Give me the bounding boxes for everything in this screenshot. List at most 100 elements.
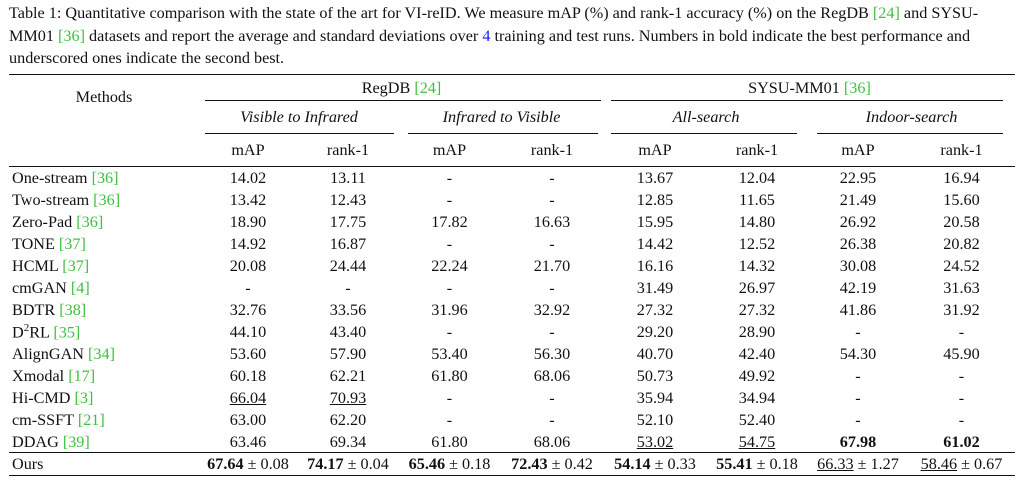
value-cell: 14.02 xyxy=(229,168,267,187)
citation-link[interactable]: [36] xyxy=(91,168,119,187)
value-cell: 26.38 xyxy=(839,234,877,253)
citation-link[interactable]: [37] xyxy=(62,256,90,275)
ours-value: 65.46 xyxy=(408,455,446,473)
value-cell: 54.75 xyxy=(738,432,776,451)
ours-cell: 74.17 ± 0.04 xyxy=(297,453,399,476)
method-label: AlignGAN xyxy=(12,344,88,363)
value-cell: - xyxy=(549,322,555,341)
value-cell: 31.96 xyxy=(431,300,468,319)
value-cell: 21.49 xyxy=(839,190,877,209)
ours-row: Ours 67.64 ± 0.08 74.17 ± 0.04 65.46 ± 0… xyxy=(9,453,1015,476)
value-cell: 43.40 xyxy=(329,322,367,341)
map-header: mAP xyxy=(841,141,875,159)
ours-value: 72.43 xyxy=(511,455,548,473)
method-label: TONE xyxy=(12,234,59,253)
method-label: HCML xyxy=(12,256,63,275)
citation-link[interactable]: [3] xyxy=(74,388,94,407)
method-name: Ours xyxy=(12,455,44,473)
caption-text: training and test runs. Numbers in bold … xyxy=(9,26,971,68)
value-cell: 50.73 xyxy=(636,366,674,385)
method-name: Zero-Pad [36] xyxy=(9,211,199,233)
value-cell: 24.52 xyxy=(943,256,980,275)
value-cell: 62.20 xyxy=(329,410,367,429)
method-label: BDTR xyxy=(12,300,60,319)
method-name: Hi-CMD [3] xyxy=(9,387,199,409)
value-cell: 57.90 xyxy=(329,344,367,363)
ours-value: 67.64 xyxy=(207,455,244,473)
rank1-header: rank-1 xyxy=(326,141,370,159)
value-cell: - xyxy=(958,388,965,407)
citation-link[interactable]: [35] xyxy=(53,323,81,342)
value-cell: 54.30 xyxy=(839,344,877,363)
value-cell: - xyxy=(446,234,453,253)
ours-cell: 72.43 ± 0.42 xyxy=(500,453,604,476)
method-label: Hi-CMD xyxy=(12,388,75,407)
ours-std: ± 0.18 xyxy=(756,455,798,473)
sysu-label: SYSU-MM01 xyxy=(748,79,844,97)
caption-text: Table 1: Quantitative comparison with th… xyxy=(9,4,873,22)
value-cell: - xyxy=(245,278,251,297)
citation-link[interactable]: [21] xyxy=(77,410,105,429)
value-cell: 20.58 xyxy=(943,212,980,231)
ours-rule xyxy=(9,452,1015,453)
value-cell: 14.80 xyxy=(738,212,776,231)
value-cell: 31.92 xyxy=(943,300,980,319)
caption-ref-regdb[interactable]: [24] xyxy=(872,4,900,22)
citation-link[interactable]: [17] xyxy=(68,366,96,385)
value-cell: - xyxy=(446,410,453,429)
method-label: cm-SSFT xyxy=(12,410,78,429)
value-cell: 53.02 xyxy=(636,432,674,451)
i2v-header: Infrared to Visible xyxy=(442,108,561,126)
value-cell: - xyxy=(549,168,555,187)
value-cell: 13.42 xyxy=(229,190,267,209)
value-cell: 13.11 xyxy=(330,168,366,187)
ours-std: ± 0.08 xyxy=(247,455,289,473)
ours-cell: 66.33 ± 1.27 xyxy=(808,453,908,476)
value-cell: 26.92 xyxy=(839,212,877,231)
value-cell: 12.52 xyxy=(738,234,776,253)
indoor-search-header: Indoor-search xyxy=(865,108,958,126)
ours-std: ± 0.33 xyxy=(654,455,696,473)
value-cell: 27.32 xyxy=(636,300,674,319)
value-cell: 12.85 xyxy=(636,190,674,209)
value-cell: 13.67 xyxy=(636,168,674,187)
method-name: cmGAN [4] xyxy=(9,277,199,299)
table-row: Zero-Pad [36] 18.90 17.75 17.82 16.63 15.95 14… xyxy=(9,211,1015,233)
ours-value: 58.46 xyxy=(920,455,958,473)
v2i-header: Visible to Infrared xyxy=(240,108,358,126)
rank1-header: rank-1 xyxy=(530,141,574,159)
value-cell: - xyxy=(549,234,555,253)
table-row: D2RL [35] 44.10 43.40 - - 29.20 28.90 - - xyxy=(9,321,1015,343)
method-superscript: 2 xyxy=(23,321,30,334)
method-name: TONE [37] xyxy=(9,233,199,255)
method-label: Two-stream xyxy=(12,190,94,209)
v2i-rule xyxy=(205,133,394,134)
value-cell: 15.95 xyxy=(636,212,674,231)
citation-link[interactable]: [39] xyxy=(62,432,90,451)
value-cell: - xyxy=(549,190,555,209)
table-row: cm-SSFT [21] 63.00 62.20 - - 52.10 52.40 - - xyxy=(9,409,1015,431)
value-cell: 56.30 xyxy=(533,344,571,363)
citation-link[interactable]: [37] xyxy=(58,234,86,253)
citation-link[interactable]: [34] xyxy=(88,344,115,363)
value-cell: 52.10 xyxy=(636,410,674,429)
value-cell: 53.60 xyxy=(229,344,267,363)
value-cell: 12.04 xyxy=(738,168,776,187)
value-cell: 34.94 xyxy=(738,388,776,407)
value-cell: 61.80 xyxy=(431,366,468,385)
citation-link[interactable]: [4] xyxy=(70,278,90,297)
citation-link[interactable]: [36] xyxy=(76,212,104,231)
citation-link[interactable]: [38] xyxy=(59,300,87,319)
value-cell: 53.40 xyxy=(431,344,468,363)
ours-value: 54.14 xyxy=(614,455,651,473)
value-cell: 32.76 xyxy=(229,300,267,319)
header-rule xyxy=(9,166,1015,167)
regdb-rule xyxy=(205,100,601,101)
value-cell: 16.63 xyxy=(533,212,571,231)
value-cell: 14.32 xyxy=(738,256,776,275)
caption-ref-sysu[interactable]: [36] xyxy=(58,26,85,45)
regdb-ref[interactable]: [24] xyxy=(414,79,442,97)
citation-link[interactable]: [36] xyxy=(93,190,121,209)
sysu-ref[interactable]: [36] xyxy=(843,79,871,97)
